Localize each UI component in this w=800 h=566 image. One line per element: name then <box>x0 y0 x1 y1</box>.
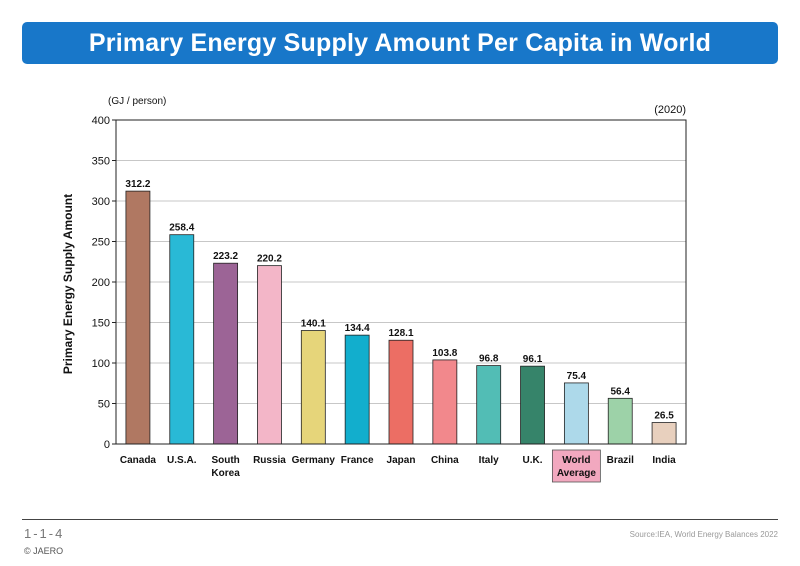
data-label: 103.8 <box>432 348 457 359</box>
y-tick-label: 400 <box>92 115 110 127</box>
data-label: 134.4 <box>345 323 370 334</box>
bar <box>344 334 370 445</box>
y-tick-label: 150 <box>92 318 110 330</box>
bar <box>563 382 589 445</box>
data-label: 96.8 <box>479 354 499 365</box>
bar <box>476 365 502 445</box>
y-tick-label: 300 <box>92 196 110 208</box>
axes <box>112 119 687 445</box>
bar <box>388 339 414 445</box>
y-tick-label: 50 <box>98 399 110 411</box>
grid-lines <box>116 160 686 404</box>
x-tick-label: Korea <box>211 468 240 479</box>
x-tick-label: Italy <box>479 455 499 466</box>
y-tick-label: 200 <box>92 277 110 289</box>
x-tick-label: Brazil <box>607 455 634 466</box>
bar <box>520 365 545 445</box>
bars <box>125 190 677 445</box>
y-axis-title: Primary Energy Supply Amount <box>61 194 75 374</box>
y-tick-label: 350 <box>92 156 110 168</box>
highlight-box <box>551 449 601 483</box>
data-label: 312.2 <box>125 179 150 190</box>
data-label: 75.4 <box>567 371 587 382</box>
y-unit-label: (GJ / person) <box>108 96 166 107</box>
x-tick-label: Germany <box>292 455 336 466</box>
data-label: 220.2 <box>257 254 282 265</box>
x-tick-label: France <box>341 455 374 466</box>
title-banner: Primary Energy Supply Amount Per Capita … <box>22 22 778 64</box>
x-tick-label: U.S.A. <box>167 455 197 466</box>
x-tick-label: China <box>431 455 459 466</box>
data-label: 56.4 <box>610 386 630 397</box>
bar <box>607 397 633 445</box>
y-tick-label: 0 <box>104 439 110 451</box>
x-tick-label: Average <box>557 468 597 479</box>
data-label: 258.4 <box>169 223 194 234</box>
x-tick-label: Canada <box>120 455 157 466</box>
data-label: 96.1 <box>523 354 543 365</box>
data-label: 223.2 <box>213 251 238 262</box>
data-label: 128.1 <box>388 328 413 339</box>
page-title: Primary Energy Supply Amount Per Capita … <box>88 28 712 57</box>
y-tick-label: 100 <box>92 358 110 370</box>
data-label: 26.5 <box>654 411 674 422</box>
bar <box>300 330 326 445</box>
data-label: 140.1 <box>301 319 326 330</box>
y-tick-label: 250 <box>92 237 110 249</box>
x-tick-label: Japan <box>387 455 416 466</box>
source-note: Source:IEA, World Energy Balances 2022 <box>629 530 778 539</box>
x-tick-label: U.K. <box>523 455 543 466</box>
year-label: (2020) <box>654 104 686 116</box>
x-tick-label: South <box>211 455 239 466</box>
footer-divider <box>22 519 778 520</box>
bar <box>213 262 239 445</box>
bar <box>432 359 458 445</box>
bar <box>651 422 677 445</box>
bar <box>125 190 151 445</box>
copyright: © JAERO <box>24 546 64 556</box>
bar <box>257 265 282 445</box>
bar <box>169 234 195 445</box>
labels: 0 50 100 150 200 250 300 350 400 (GJ / person) (20… <box>61 96 686 483</box>
page-number: 1-1-4 <box>24 526 65 541</box>
x-tick-label: Russia <box>253 455 286 466</box>
x-tick-label: India <box>652 455 676 466</box>
x-tick-label: World <box>562 455 590 466</box>
